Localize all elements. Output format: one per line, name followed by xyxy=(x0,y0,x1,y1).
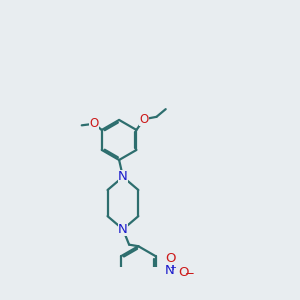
Text: N: N xyxy=(165,264,174,277)
Text: O: O xyxy=(165,252,175,265)
Text: N: N xyxy=(118,170,128,183)
Text: +: + xyxy=(169,262,176,272)
Text: O: O xyxy=(178,266,189,279)
Text: N: N xyxy=(118,223,128,236)
Text: −: − xyxy=(184,267,194,280)
Text: O: O xyxy=(140,113,149,126)
Text: O: O xyxy=(89,117,99,130)
